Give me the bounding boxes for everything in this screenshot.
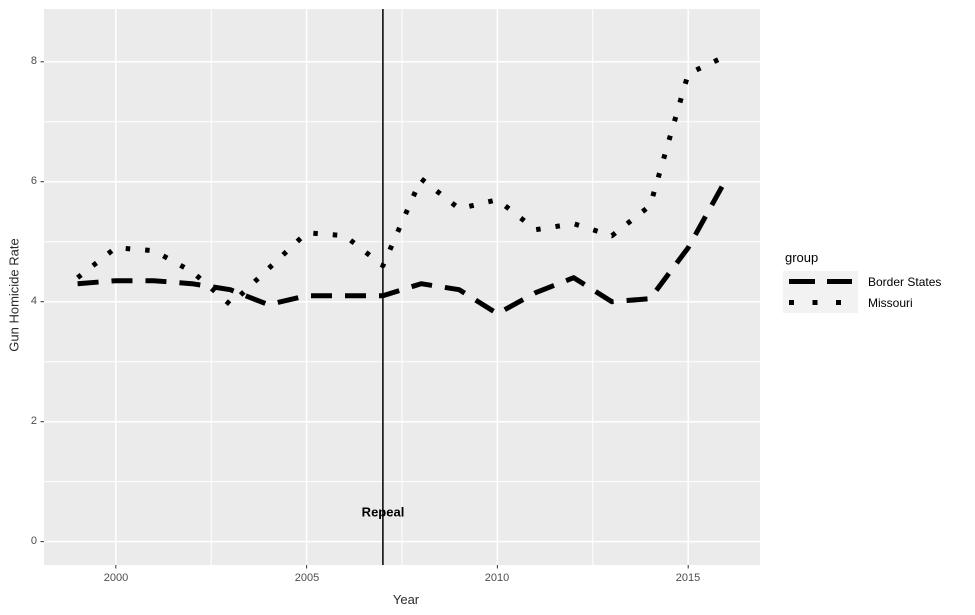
series-line-border-states: [77, 177, 729, 317]
y-tick-label: 0: [30, 535, 37, 547]
repeal-annotation-label: Repeal: [361, 504, 405, 520]
y-tick-label: 2: [30, 415, 37, 427]
dotted-line-key-icon: [783, 292, 858, 313]
y-tick-label: 8: [30, 55, 37, 67]
legend-row-border-states: Border States: [783, 271, 973, 292]
y-tick-label: 4: [30, 295, 37, 307]
x-tick-label: 2000: [103, 572, 129, 584]
dashed-line-key-icon: [783, 271, 858, 292]
x-tick-label: 2010: [484, 572, 510, 584]
x-tick-label: 2015: [675, 572, 701, 584]
legend-label-border-states: Border States: [868, 274, 942, 289]
axis-tick-marks: [40, 61, 689, 569]
x-axis-title: Year: [392, 592, 420, 607]
legend-title: group: [785, 250, 819, 265]
legend-label-missouri: Missouri: [868, 295, 913, 310]
legend: group Border States Missouri: [783, 250, 973, 313]
y-axis-title: Gun Homicide Rate: [6, 238, 22, 352]
legend-row-missouri: Missouri: [783, 292, 973, 313]
minor-gridlines: [44, 9, 760, 565]
y-tick-label: 6: [30, 175, 37, 187]
x-tick-label: 2005: [294, 572, 320, 584]
